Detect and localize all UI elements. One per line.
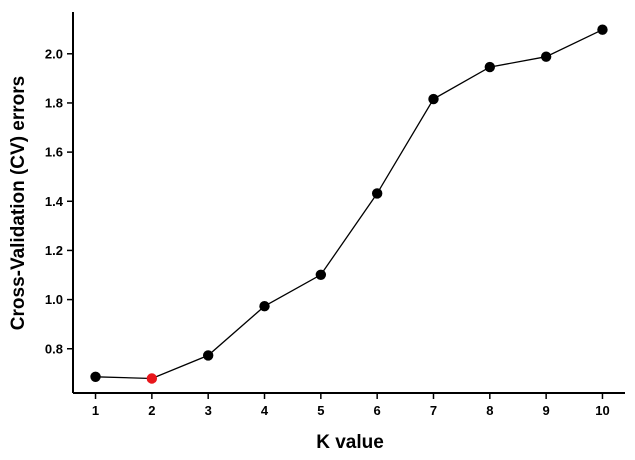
data-point bbox=[484, 61, 496, 73]
y-axis-title: Cross-Validation (CV) errors bbox=[8, 76, 29, 330]
x-tick-label: 4 bbox=[261, 403, 269, 418]
x-tick-label: 6 bbox=[374, 403, 381, 418]
x-tick-label: 2 bbox=[148, 403, 155, 418]
x-tick-label: 10 bbox=[595, 403, 609, 418]
x-tick-label: 8 bbox=[486, 403, 493, 418]
x-tick-label: 3 bbox=[205, 403, 212, 418]
x-tick-label: 7 bbox=[430, 403, 437, 418]
y-tick-label: 1.2 bbox=[45, 243, 63, 258]
data-point bbox=[540, 51, 552, 62]
y-tick-label: 1.6 bbox=[45, 145, 63, 160]
data-point bbox=[90, 371, 101, 382]
x-axis-title: K value bbox=[316, 432, 384, 453]
y-tick-label: 2.0 bbox=[45, 46, 63, 61]
x-ticks: 1 2 3 4 5 6 7 8 9 10 bbox=[92, 393, 610, 418]
data-point bbox=[371, 188, 383, 199]
data-point bbox=[259, 301, 270, 312]
highlighted-data-point bbox=[146, 373, 158, 384]
x-tick-label: 9 bbox=[543, 403, 550, 418]
y-tick-label: 1.8 bbox=[45, 95, 63, 110]
y-tick-label: 1.4 bbox=[45, 194, 64, 209]
data-point bbox=[428, 93, 439, 105]
series bbox=[95, 29, 603, 380]
data-point bbox=[315, 269, 327, 280]
series-line bbox=[95, 29, 603, 380]
data-point bbox=[597, 24, 608, 35]
axes bbox=[72, 12, 625, 394]
data-point bbox=[202, 350, 214, 361]
x-tick-label: 1 bbox=[92, 403, 99, 418]
y-ticks: 0.8 1.0 1.2 1.4 1.6 1.8 2.0 bbox=[45, 46, 73, 356]
y-tick-label: 1.0 bbox=[45, 292, 63, 307]
data-points bbox=[90, 24, 608, 384]
x-tick-label: 5 bbox=[317, 403, 324, 418]
y-tick-label: 0.8 bbox=[45, 341, 63, 356]
